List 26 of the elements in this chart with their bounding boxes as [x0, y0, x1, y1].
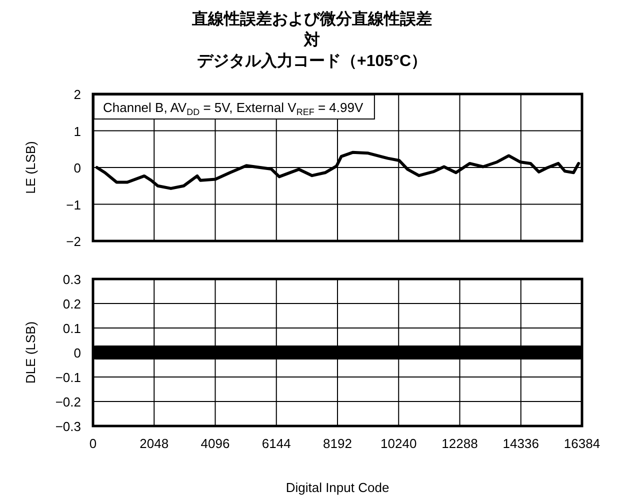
y-tick-label: 1	[74, 124, 81, 139]
y-tick-label: 0	[74, 346, 81, 360]
x-tick-label: 14336	[502, 436, 539, 451]
y-tick-label: −2	[66, 234, 81, 249]
x-tick-label: 8192	[323, 436, 352, 451]
y-tick-label: 2	[74, 87, 81, 102]
chart-title: 直線性誤差および微分直線性誤差対デジタル入力コード（+105°C）	[191, 10, 432, 70]
y-tick-label: 0.2	[62, 296, 81, 312]
y-axis-title: DLE (LSB)	[23, 321, 38, 384]
x-axis-title: Digital Input Code	[286, 480, 390, 495]
x-tick-label: 12288	[442, 436, 478, 451]
x-tick-label: 6144	[262, 436, 291, 451]
y-tick-label: 0.1	[62, 321, 81, 336]
x-tick-label: 2048	[140, 436, 169, 451]
y-tick-label: 0	[74, 160, 81, 176]
y-tick-label: −0.2	[55, 394, 81, 410]
x-tick-label: 4096	[200, 436, 230, 451]
annotation: Channel B, AV$_{DD}$ = 5V, External V$_{REF}$ = 4.99V	[103, 100, 364, 117]
y-tick-label: −0.3	[55, 419, 81, 434]
y-tick-label: −1	[66, 197, 81, 212]
y-tick-label: −0.1	[55, 370, 81, 385]
y-axis-title: LE (LSB)	[23, 141, 38, 194]
x-tick-label: 16384	[564, 436, 600, 451]
y-tick-label: 0.3	[62, 272, 81, 287]
x-tick-label: 0	[89, 436, 97, 451]
x-tick-label: 10240	[380, 436, 417, 451]
